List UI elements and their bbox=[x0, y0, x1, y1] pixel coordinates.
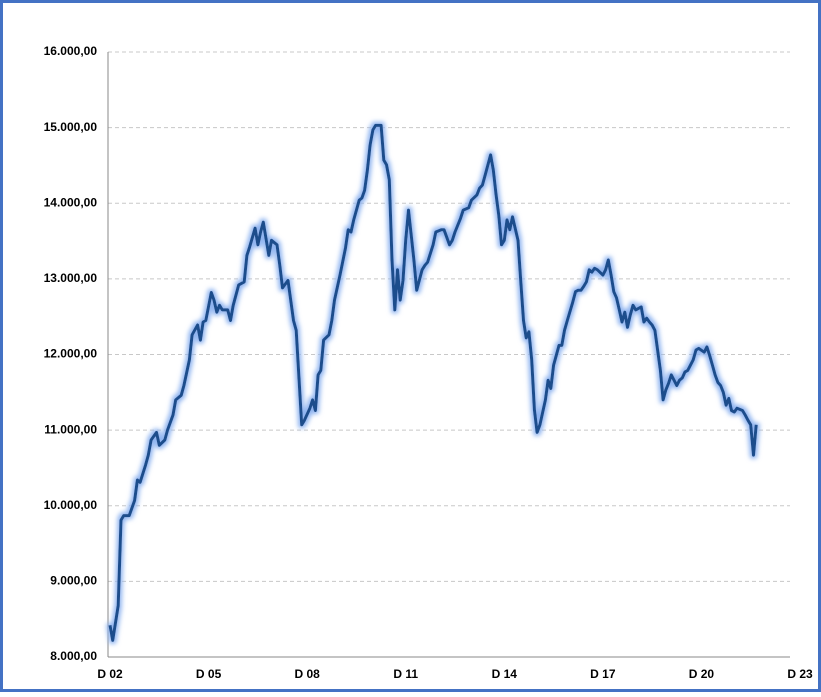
x-tick-label: D 05 bbox=[196, 667, 222, 681]
x-tick-label: D 14 bbox=[492, 667, 518, 681]
grid bbox=[108, 51, 790, 582]
y-tick-label: 11.000,00 bbox=[44, 422, 97, 436]
y-tick-label: 8.000,00 bbox=[50, 649, 97, 663]
y-tick-label: 13.000,00 bbox=[44, 271, 98, 285]
y-tick-label: 14.000,00 bbox=[44, 195, 98, 209]
x-tick-label: D 23 bbox=[787, 667, 813, 681]
y-tick-label: 15.000,00 bbox=[44, 120, 98, 134]
y-tick-label: 9.000,00 bbox=[50, 574, 97, 588]
series-line bbox=[108, 123, 758, 642]
x-tick-label: D 02 bbox=[97, 667, 123, 681]
x-tick-label: D 20 bbox=[689, 667, 715, 681]
y-tick-label: 12.000,00 bbox=[44, 347, 98, 361]
x-tick-label: D 11 bbox=[393, 667, 418, 681]
x-tick-label: D 08 bbox=[294, 667, 320, 681]
y-tick-label: 10.000,00 bbox=[44, 498, 98, 512]
y-tick-label: 16.000,00 bbox=[44, 44, 98, 58]
x-tick-label: D 17 bbox=[590, 667, 616, 681]
